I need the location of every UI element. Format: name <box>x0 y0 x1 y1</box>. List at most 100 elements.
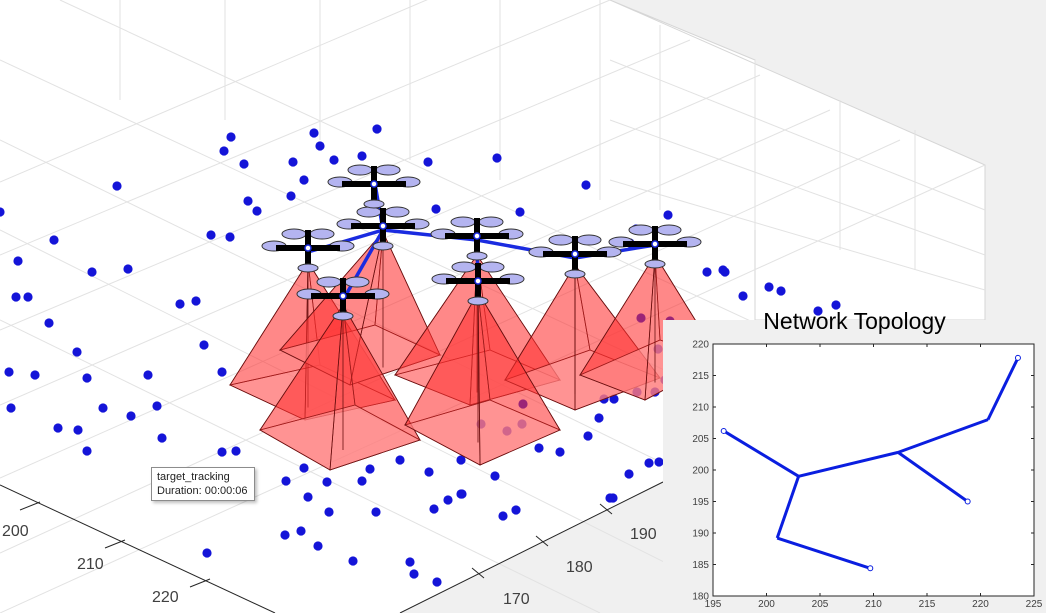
x-tick-label: 225 <box>1026 599 1043 610</box>
target-point <box>226 132 236 142</box>
drone-rotor <box>363 199 385 209</box>
target-point <box>764 282 774 292</box>
drone-rotor <box>384 206 410 218</box>
drone-rotor <box>548 234 574 246</box>
target-point <box>299 175 309 185</box>
topology-node <box>964 498 971 505</box>
drone-node <box>304 244 312 252</box>
target-point <box>243 196 253 206</box>
target-point <box>365 464 375 474</box>
drone <box>327 164 421 209</box>
topology-node <box>1014 354 1021 361</box>
cone-face <box>394 253 478 406</box>
target-point <box>492 153 502 163</box>
target-point <box>126 411 136 421</box>
target-point <box>44 318 54 328</box>
sensor-cone <box>393 253 562 406</box>
target-point <box>123 264 133 274</box>
target-point <box>409 569 419 579</box>
target-point <box>498 511 508 521</box>
target-point <box>152 401 162 411</box>
target-point <box>424 467 434 477</box>
tick-mark <box>535 535 549 547</box>
target-point <box>72 347 82 357</box>
plot-area <box>0 0 985 613</box>
x-tick-label: 200 <box>2 523 29 540</box>
target-point <box>518 399 528 409</box>
topology-node <box>867 565 874 572</box>
target-point <box>654 457 664 467</box>
sensor-cone <box>403 290 562 466</box>
y-tick-label: 180 <box>566 559 593 576</box>
target-point <box>720 267 730 277</box>
tick-mark <box>189 578 211 588</box>
target-point <box>609 394 619 404</box>
grid-line <box>0 0 611 256</box>
target-point <box>199 340 209 350</box>
grid-line <box>0 109 831 479</box>
drone-rotor <box>316 276 342 288</box>
grid-line <box>0 139 901 554</box>
drone-node <box>370 180 378 188</box>
target-point <box>217 447 227 457</box>
drone-node <box>339 292 347 300</box>
y-tick-label: 200 <box>692 466 709 477</box>
drone-rotor <box>656 224 682 236</box>
target-point <box>636 313 646 323</box>
target-point <box>371 507 381 517</box>
drone-rotor <box>467 296 489 306</box>
sensor-cone <box>258 303 422 471</box>
topology-edge <box>722 429 800 478</box>
drone <box>261 228 355 273</box>
target-point <box>583 431 593 441</box>
cone-face <box>404 290 481 466</box>
drone-rotor <box>281 228 307 240</box>
inset-axes-box <box>712 343 1035 597</box>
target-point <box>0 207 5 217</box>
drone-node <box>474 277 482 285</box>
drone-rotor <box>478 216 504 228</box>
target-point <box>315 141 325 151</box>
target-point <box>280 530 290 540</box>
y-tick-label: 215 <box>692 371 709 382</box>
topology-node <box>720 427 727 434</box>
tick-mark <box>104 539 126 549</box>
y-tick-label: 190 <box>630 526 657 543</box>
grid-line <box>609 179 986 291</box>
target-point <box>423 157 433 167</box>
target-point <box>231 446 241 456</box>
x-tick-label: 220 <box>972 599 989 610</box>
drone-rotor <box>479 261 505 273</box>
drone-rotor <box>644 259 666 269</box>
drone-rotor <box>466 251 488 261</box>
target-point <box>663 210 673 220</box>
target-point <box>217 367 227 377</box>
tick-mark <box>471 567 485 579</box>
drone-node <box>473 232 481 240</box>
target-point <box>206 230 216 240</box>
y-tick-label: 205 <box>692 434 709 445</box>
y-tick-label: 170 <box>503 591 530 608</box>
target-point <box>605 493 615 503</box>
grid-line <box>609 59 986 211</box>
target-point <box>490 471 500 481</box>
target-point <box>594 413 604 423</box>
x-tick-label: 205 <box>812 599 829 610</box>
tick-mark <box>599 503 613 515</box>
x-tick-label: 215 <box>919 599 936 610</box>
drones <box>261 164 702 321</box>
drone-node <box>651 240 659 248</box>
tooltip-duration-value: 00:00:06 <box>204 485 248 497</box>
target-point <box>225 232 235 242</box>
target-point <box>73 425 83 435</box>
drone-rotor <box>564 269 586 279</box>
tick-mark <box>19 501 41 511</box>
target-point <box>515 207 525 217</box>
target-point <box>303 492 313 502</box>
y-tick-label: 190 <box>692 529 709 540</box>
target-point <box>431 204 441 214</box>
topology-edge <box>776 536 871 570</box>
target-point <box>53 423 63 433</box>
target-point <box>252 206 262 216</box>
